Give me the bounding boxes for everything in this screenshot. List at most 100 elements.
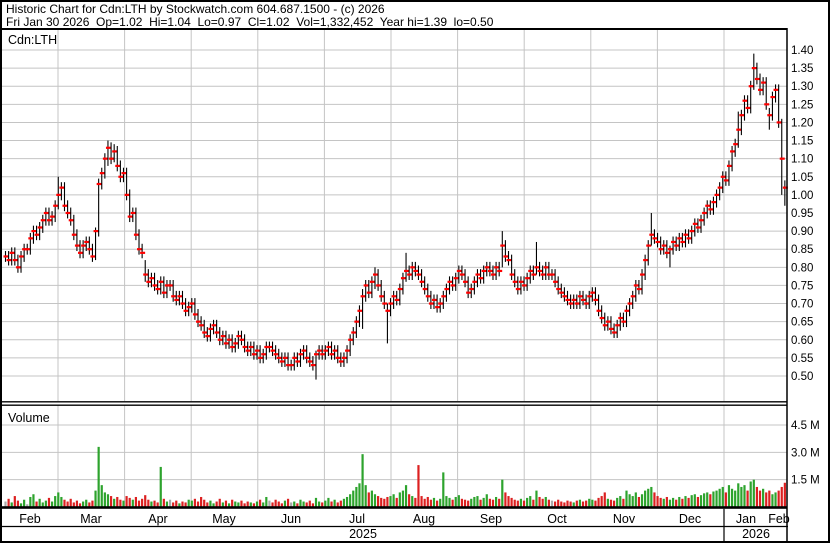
close-tick	[636, 287, 642, 291]
close-tick	[581, 298, 587, 302]
close-tick	[692, 222, 698, 225]
volume-bar	[184, 502, 187, 507]
volume-bar	[494, 496, 498, 507]
close-tick	[196, 320, 202, 323]
volume-bar	[10, 502, 13, 507]
close-tick	[372, 273, 378, 276]
close-tick	[475, 273, 481, 276]
volume-bar	[187, 499, 190, 507]
volume-bar	[749, 481, 752, 507]
volume-bar	[740, 486, 743, 507]
volume-bar	[308, 500, 311, 507]
volume-bar	[544, 496, 547, 507]
volume-bar	[470, 498, 473, 507]
close-tick	[214, 331, 220, 334]
month-label: Sep	[480, 512, 502, 526]
close-tick	[93, 230, 99, 233]
close-tick	[658, 248, 664, 251]
volume-bar	[156, 502, 159, 507]
close-tick	[509, 273, 515, 276]
close-tick	[590, 291, 596, 294]
close-tick	[112, 150, 118, 153]
close-tick	[758, 88, 764, 91]
price-tick-label: 1.40	[791, 45, 813, 57]
volume-bar	[445, 496, 448, 507]
volume-bar	[259, 499, 262, 507]
month-label: Oct	[547, 512, 567, 526]
volume-bar	[44, 500, 47, 507]
close-tick	[447, 280, 453, 283]
volume-baseline	[2, 506, 787, 509]
volume-bar	[625, 490, 628, 507]
volume-bar	[538, 496, 541, 507]
close-tick	[630, 295, 636, 298]
close-tick	[124, 193, 130, 196]
close-tick	[450, 284, 456, 287]
close-tick	[74, 244, 80, 247]
close-tick	[335, 356, 341, 359]
close-tick	[65, 211, 71, 215]
close-tick	[770, 95, 776, 99]
close-tick	[323, 349, 329, 352]
volume-bar	[488, 498, 491, 507]
volume-bar	[631, 496, 634, 507]
close-tick	[220, 335, 226, 338]
volume-bar	[113, 498, 116, 507]
close-tick	[655, 240, 661, 244]
volume-bar	[252, 503, 255, 507]
close-tick	[652, 237, 658, 240]
volume-bar	[290, 502, 293, 507]
close-tick	[428, 302, 434, 305]
volume-bar	[339, 500, 342, 507]
volume-bar	[109, 496, 113, 507]
close-tick	[577, 295, 583, 298]
volume-bar	[128, 497, 131, 507]
volume-bar	[398, 492, 401, 507]
volume-bar	[302, 501, 305, 507]
close-tick	[394, 298, 400, 302]
close-tick	[708, 208, 714, 211]
price-tick-label: 1.15	[791, 136, 813, 148]
close-tick	[484, 266, 490, 269]
volume-bar	[758, 490, 762, 507]
close-tick	[528, 269, 534, 273]
volume-bar	[560, 501, 563, 507]
volume-bar	[687, 497, 690, 507]
generated-chart-layers: 1.40 1.35 1.30 1.25 1.20 1.15 1.10 1.05 1.00 0.95…	[2, 28, 820, 541]
volume-bar	[516, 500, 519, 507]
month-label: Jun	[281, 512, 301, 526]
close-tick	[143, 273, 149, 276]
volume-bar	[699, 495, 703, 507]
price-tick-label: 1.25	[791, 99, 813, 111]
volume-bar	[125, 496, 128, 507]
volume-bar	[771, 494, 774, 507]
close-tick	[531, 273, 537, 276]
month-labels: Feb Mar Apr May Jun Jul Aug Sep Oct Nov Dec Jan Feb	[19, 512, 790, 526]
volume-bar	[23, 499, 26, 507]
volume-bar	[566, 500, 569, 507]
close-tick	[62, 204, 68, 207]
close-tick	[605, 320, 611, 323]
close-tick	[71, 233, 77, 236]
volume-bar	[724, 492, 727, 507]
close-tick	[633, 284, 639, 287]
volume-bar	[435, 500, 439, 507]
volume-bar	[529, 496, 532, 507]
close-tick	[230, 345, 236, 349]
volume-bar	[746, 490, 749, 507]
close-tick	[431, 298, 437, 302]
close-tick	[25, 248, 31, 251]
volume-bar	[668, 499, 672, 507]
volume-bar	[274, 499, 277, 507]
volume-bar	[386, 496, 389, 507]
close-tick	[56, 193, 62, 196]
close-tick	[360, 295, 366, 298]
close-tick	[102, 157, 108, 160]
volume-bar	[606, 498, 609, 507]
volume-bar	[541, 498, 544, 507]
volume-bar	[38, 498, 41, 507]
close-tick	[40, 219, 46, 222]
close-tick	[12, 258, 18, 262]
volume-bars	[4, 446, 786, 507]
volume-bar	[755, 486, 759, 507]
